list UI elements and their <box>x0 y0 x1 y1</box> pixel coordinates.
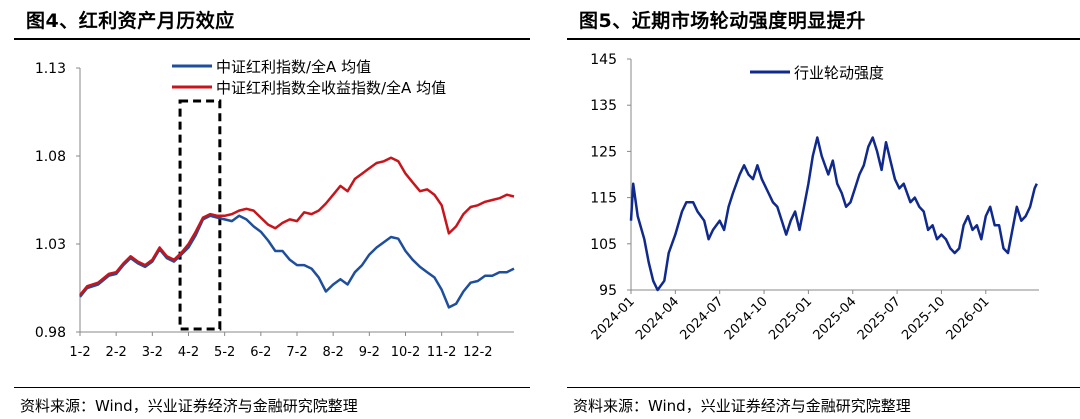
x-tick-label: 7-2 <box>286 345 307 360</box>
legend-label: 行业轮动强度 <box>794 64 884 82</box>
x-tick-label: 2026-01 <box>944 294 993 343</box>
series-line <box>629 136 1038 292</box>
series-line <box>79 156 515 296</box>
title-rule <box>567 38 1080 40</box>
y-tick-label: 1.13 <box>35 61 66 77</box>
y-tick-label: 95 <box>599 283 617 299</box>
x-tick-label: 2024-04 <box>633 294 682 343</box>
chart-title: 图4、红利资产月历效应 <box>26 10 235 32</box>
y-tick-label: 115 <box>590 191 617 207</box>
y-tick-label: 125 <box>590 144 617 160</box>
x-tick-label: 3-2 <box>142 345 163 360</box>
x-tick-label: 2024-10 <box>722 294 771 343</box>
x-tick-label: 5-2 <box>214 345 235 360</box>
y-tick-label: 1.03 <box>35 237 66 253</box>
source-rule <box>567 387 1080 388</box>
x-tick-label: 2025-10 <box>899 294 948 343</box>
x-tick-label: 2024-01 <box>589 294 638 343</box>
x-tick-label: 2-2 <box>106 345 127 360</box>
y-tick-label: 145 <box>590 52 617 68</box>
x-tick-label: 2025-01 <box>766 294 815 343</box>
source-note: 资料来源：Wind，兴业证券经济与金融研究院整理 <box>20 397 358 415</box>
x-tick-label: 4-2 <box>178 345 199 360</box>
x-tick-label: 8-2 <box>323 345 344 360</box>
source-note: 资料来源：Wind，兴业证券经济与金融研究院整理 <box>573 397 911 415</box>
line-chart-rotation: 951051151251351452024-012024-042024-0720… <box>589 52 1039 343</box>
x-tick-label: 2024-07 <box>678 294 727 343</box>
y-tick-label: 105 <box>590 237 617 253</box>
highlight-box <box>178 99 222 331</box>
y-tick-label: 0.98 <box>35 325 66 341</box>
source-rule <box>14 387 530 388</box>
x-tick-label: 2025-04 <box>811 294 860 343</box>
chart-panel-dividend: 图4、红利资产月历效应 0.98 1.03 1.08 1.13 1-2 2-2 3-2 4-2… <box>0 0 530 419</box>
title-rule <box>14 38 530 40</box>
y-tick-label: 1.08 <box>35 149 66 165</box>
x-tick-label: 11-2 <box>427 345 457 360</box>
x-tick-label: 10-2 <box>391 345 421 360</box>
chart-title: 图5、近期市场轮动强度明显提升 <box>579 10 866 32</box>
x-tick-label: 2025-07 <box>855 294 904 343</box>
x-tick-label: 6-2 <box>250 345 271 360</box>
x-tick-label: 9-2 <box>359 345 380 360</box>
chart-panel-rotation: 图5、近期市场轮动强度明显提升 95 105 115 125 135 145 2024-01… <box>553 0 1080 419</box>
legend-label: 中证红利指数全收益指数/全A 均值 <box>216 79 446 97</box>
legend-label: 中证红利指数/全A 均值 <box>216 58 371 76</box>
x-tick-label: 1-2 <box>69 345 90 360</box>
line-chart-dividend: 0.98 1.03 1.08 1.13 1-2 2-2 3-2 4-2 5-2 6-2 7-2 8-2… <box>35 58 515 360</box>
y-tick-label: 135 <box>590 98 617 114</box>
x-tick-label: 12-2 <box>463 345 493 360</box>
